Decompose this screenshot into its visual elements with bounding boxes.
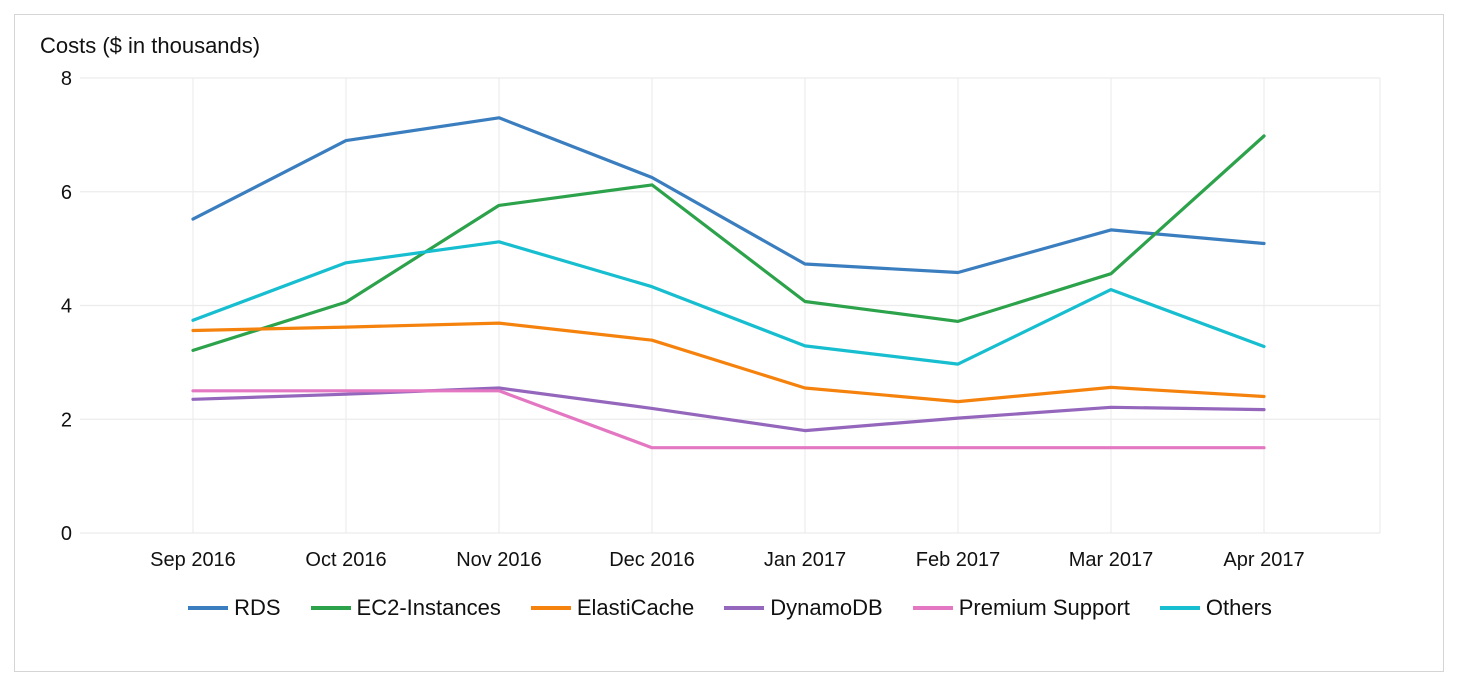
x-tick-label: Jan 2017 [764,549,846,571]
legend-item-premium-support[interactable]: Premium Support [912,595,1130,621]
legend: RDS EC2-Instances ElastiCache DynamoDB Premi… [0,588,1460,628]
chart-title: Costs ($ in thousands) [40,33,260,58]
y-axis: 0 2 4 6 8 [61,68,72,545]
x-tick-label: Sep 2016 [150,549,236,571]
series-line-dynamodb [191,386,1266,433]
x-tick-label: Nov 2016 [456,549,542,571]
x-tick-label: Feb 2017 [916,549,1001,571]
legend-item-elasticache[interactable]: ElastiCache [530,595,695,621]
series-line-ec2-instances [191,134,1266,352]
x-tick-label: Oct 2016 [305,549,386,571]
x-tick-label: Apr 2017 [1223,549,1304,571]
x-tick-label: Mar 2017 [1069,549,1154,571]
legend-swatch [310,606,351,610]
legend-item-rds[interactable]: RDS [188,595,281,621]
legend-swatch [724,606,765,610]
y-tick-label: 8 [61,68,72,90]
legend-swatch [1159,606,1200,610]
legend-swatch [188,606,229,610]
y-tick-label: 2 [61,409,72,431]
x-tick-label: Dec 2016 [609,549,695,571]
legend-item-dynamodb[interactable]: DynamoDB [724,595,883,621]
series-lines [191,116,1266,450]
series-line-elasticache [191,321,1266,404]
series-line-others [191,240,1266,366]
legend-label: EC2-Instances [356,595,501,620]
grid [80,77,1381,534]
chart-panel [14,14,1444,672]
y-tick-label: 0 [61,523,72,545]
legend-swatch [912,606,953,610]
legend-label: ElastiCache [576,595,695,620]
series-line-premium-support [191,389,1266,450]
y-tick-label: 6 [61,182,72,204]
legend-label: Others [1205,595,1272,620]
legend-swatch [530,606,571,610]
legend-item-others[interactable]: Others [1159,595,1272,621]
legend-item-ec2-instances[interactable]: EC2-Instances [310,595,501,621]
legend-label: Premium Support [958,595,1130,620]
legend-label: DynamoDB [770,595,883,620]
series-line-rds [191,116,1266,275]
x-axis: Sep 2016 Oct 2016 Nov 2016 Dec 2016 Jan 2017… [150,549,1304,571]
legend-label: RDS [234,595,281,620]
y-tick-label: 4 [61,296,72,318]
